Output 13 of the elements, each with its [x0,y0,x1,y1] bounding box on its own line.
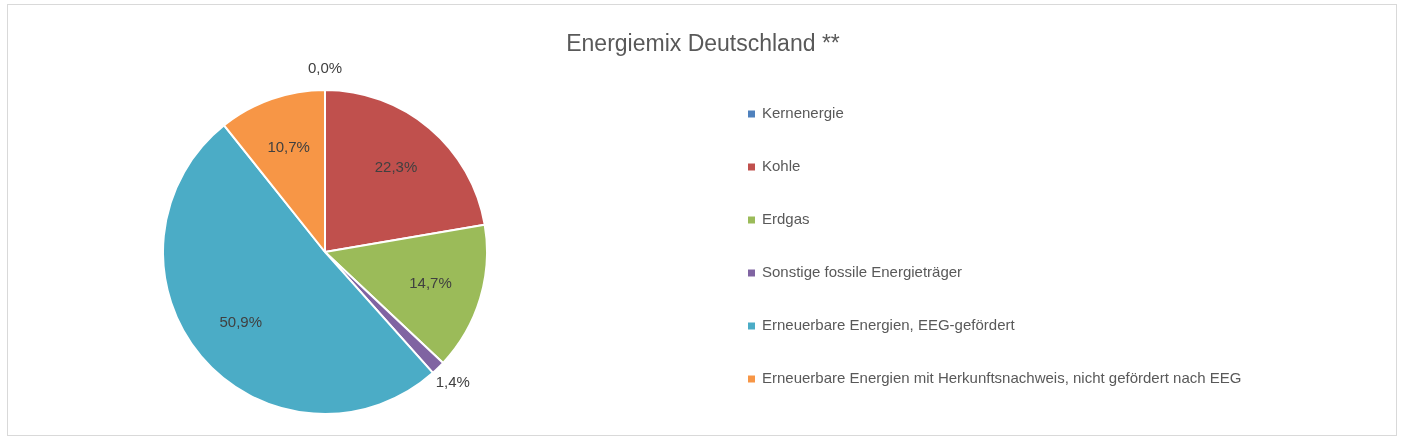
legend-label: Sonstige fossile Energieträger [762,263,963,281]
data-label: 50,9% [219,313,263,331]
legend-label: Erdgas [762,210,810,228]
legend-label: Erneuerbare Energien mit Herkunftsnachweis, nicht gefördert nach EEG [762,369,1242,387]
legend-label: Kohle [762,157,801,175]
legend-label: Kernenergie [762,104,844,122]
data-label: 10,7% [267,138,310,156]
data-label: 22,3% [374,157,418,175]
chart-title: Energiemix Deutschland ** [566,30,840,57]
legend-label: Erneuerbare Energien, EEG-gefördert [762,316,1016,334]
data-label: 14,7% [409,273,452,291]
data-label: 1,4% [435,373,470,391]
text: 0,0% [307,59,343,77]
